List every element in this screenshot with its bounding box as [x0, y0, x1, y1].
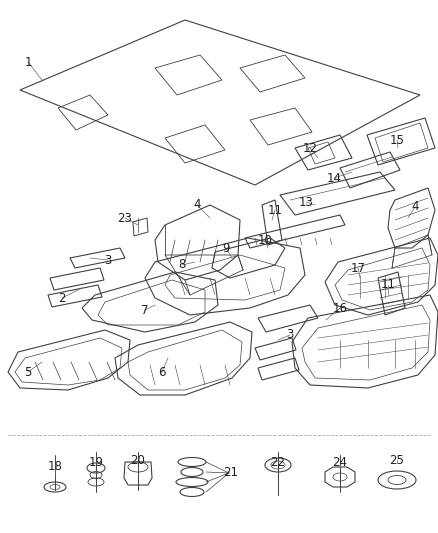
- Text: 12: 12: [303, 141, 318, 155]
- Text: 4: 4: [411, 200, 419, 214]
- Text: 11: 11: [381, 279, 396, 292]
- Text: 18: 18: [48, 459, 63, 472]
- Text: 15: 15: [389, 133, 404, 147]
- Text: 8: 8: [178, 259, 186, 271]
- Text: 7: 7: [141, 303, 149, 317]
- Text: 13: 13: [299, 196, 314, 208]
- Text: 22: 22: [271, 456, 286, 469]
- Text: 25: 25: [389, 454, 404, 466]
- Text: 23: 23: [117, 212, 132, 224]
- Text: 10: 10: [258, 233, 272, 246]
- Text: 16: 16: [332, 302, 347, 314]
- Text: 3: 3: [286, 328, 294, 342]
- Text: 21: 21: [223, 466, 239, 480]
- Text: 3: 3: [104, 254, 112, 266]
- Text: 20: 20: [131, 454, 145, 466]
- Text: 4: 4: [193, 198, 201, 212]
- Text: 5: 5: [25, 366, 32, 378]
- Text: 6: 6: [158, 366, 166, 378]
- Text: 24: 24: [332, 456, 347, 469]
- Text: 19: 19: [88, 456, 103, 470]
- Text: 17: 17: [350, 262, 365, 274]
- Text: 2: 2: [58, 292, 66, 304]
- Text: 11: 11: [268, 204, 283, 216]
- Text: 9: 9: [222, 241, 230, 254]
- Text: 14: 14: [326, 172, 342, 184]
- Text: 1: 1: [24, 55, 32, 69]
